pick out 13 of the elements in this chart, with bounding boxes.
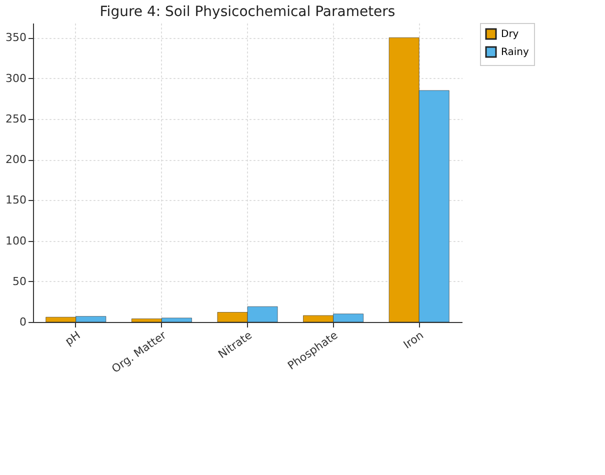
legend-label: Dry: [501, 29, 519, 40]
y-tick-label: 100: [6, 234, 26, 248]
y-tick-label: 0: [20, 316, 26, 328]
y-tick-label: 150: [6, 194, 26, 207]
x-tick-label: pH: [62, 328, 83, 348]
y-tick-label: 200: [6, 153, 26, 166]
y-tick-label: 250: [6, 112, 26, 126]
legend-label: Rainy: [501, 47, 529, 58]
chart-title: Figure 4: Soil Physicochemical Parameters: [100, 4, 396, 20]
y-tick-label: 350: [6, 31, 26, 44]
x-tick-label: Iron: [401, 328, 426, 352]
y-tick-label: 300: [6, 72, 26, 85]
y-tick-label: 50: [12, 274, 26, 288]
